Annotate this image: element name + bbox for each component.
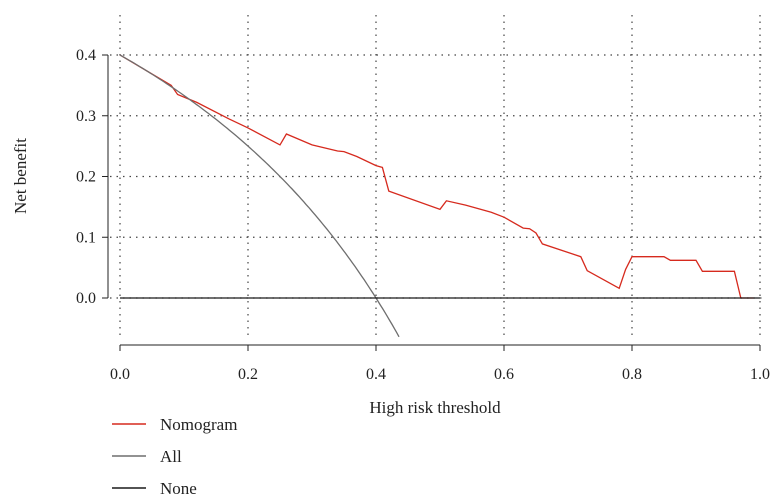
y-tick-label: 0.4 [76,47,96,64]
x-tick-label: 0.6 [494,366,514,383]
axes [102,54,761,351]
x-tick-label: 0.0 [110,366,130,383]
grid-lines [110,15,765,340]
x-tick-label: 0.4 [366,366,386,383]
y-tick-label: 0.3 [76,108,96,125]
x-tick-label: 0.2 [238,366,258,383]
legend-label-none: None [160,479,197,494]
x-axis-label: High risk threshold [369,398,501,417]
y-tick-label: 0.1 [76,229,96,246]
series-line-all [119,54,400,338]
y-tick-label: 0.2 [76,169,96,186]
legend-label-all: All [160,447,182,466]
x-tick-label: 0.8 [622,366,642,383]
series-line-nomogram [119,54,754,299]
legend-label-nomogram: Nomogram [160,415,237,434]
y-axis-label: Net benefit [11,138,30,214]
x-tick-label: 1.0 [750,366,770,383]
series-lines [119,54,760,338]
legend: Nomogram All None [112,415,237,494]
y-tick-label: 0.0 [76,290,96,307]
tick-labels: 0.0 0.2 0.4 0.6 0.8 1.0 0.0 0.1 0.2 0.3 0.4 [76,47,770,383]
